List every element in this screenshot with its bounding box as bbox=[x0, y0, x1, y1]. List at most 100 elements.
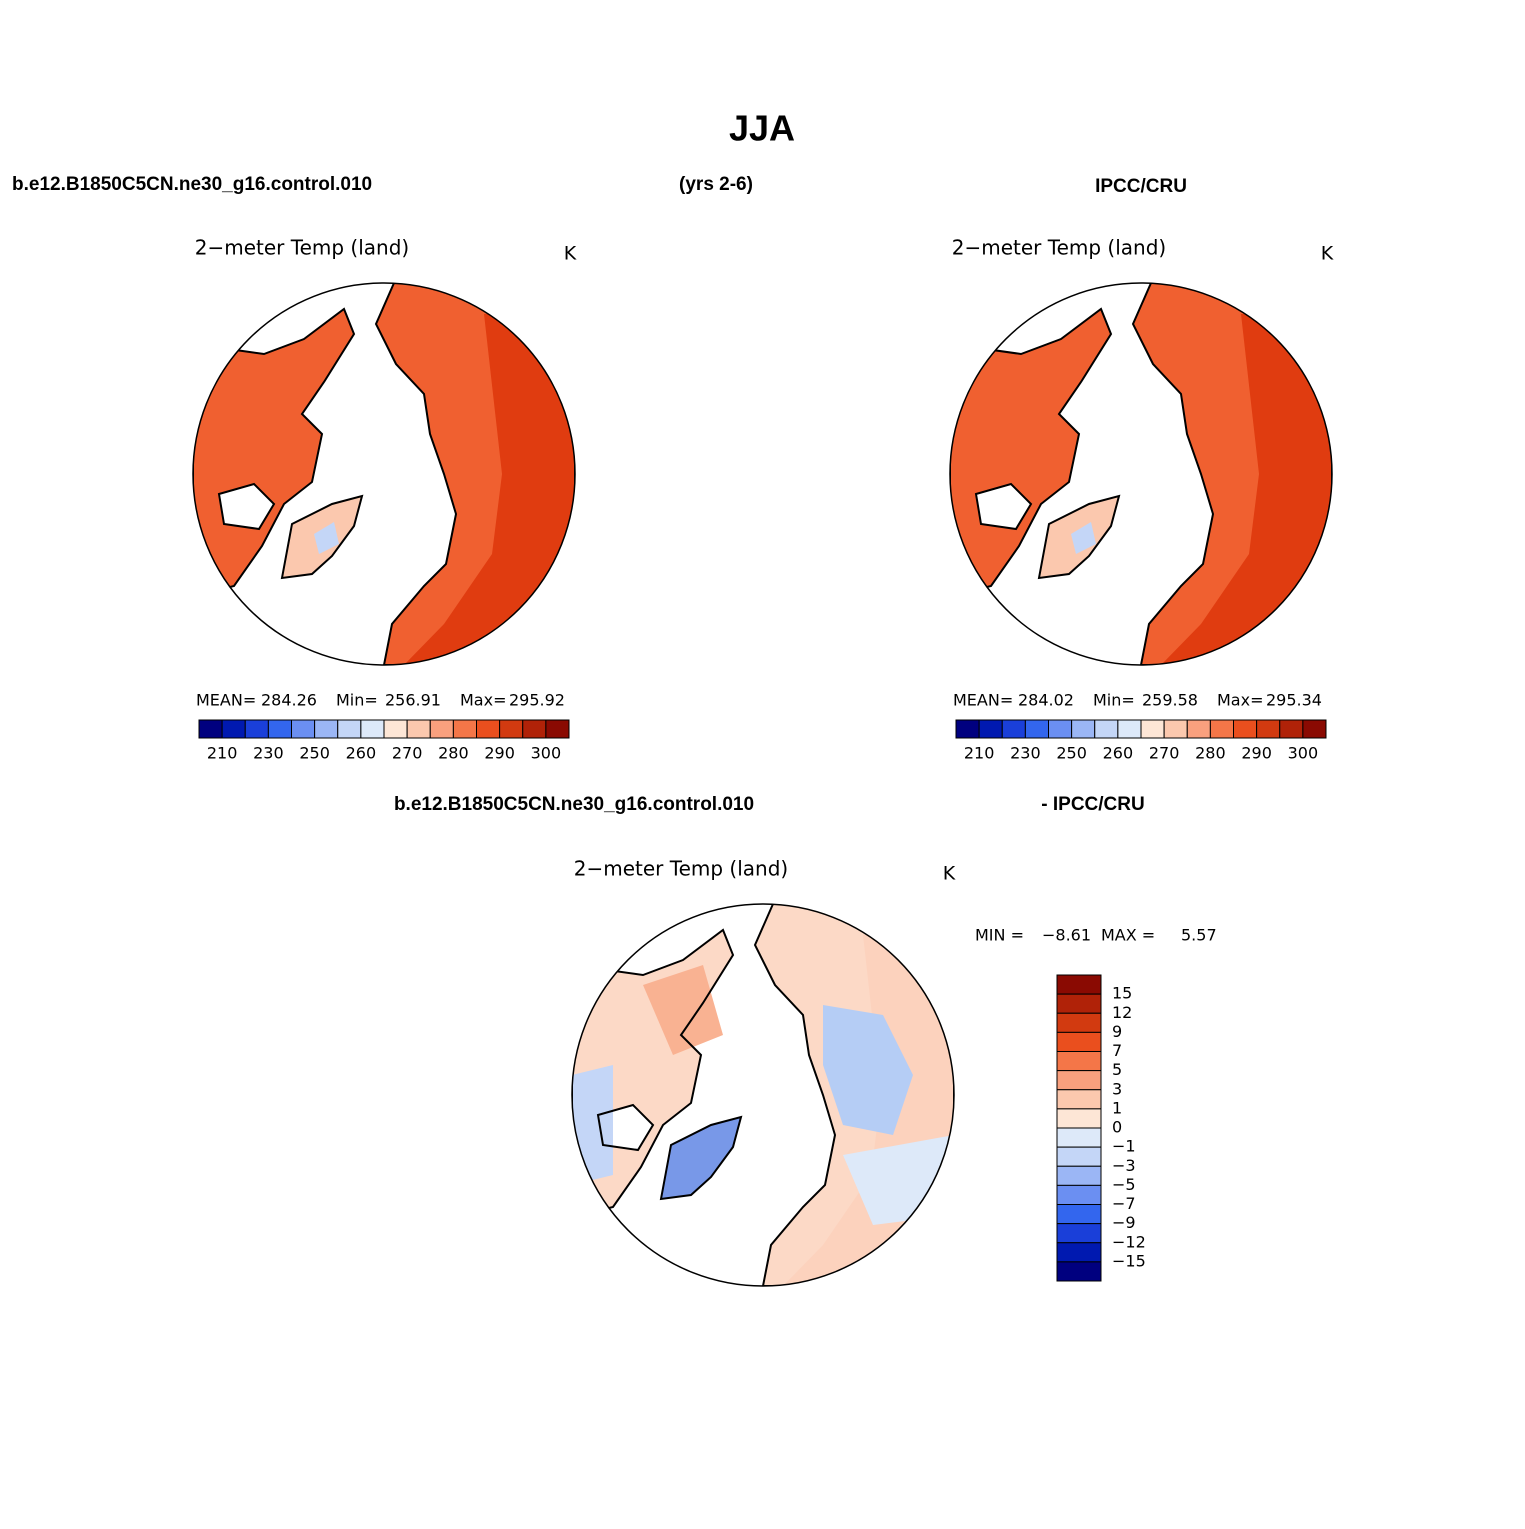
colorbar-box bbox=[429, 719, 454, 739]
colorbar-box bbox=[198, 719, 223, 739]
header-center: (yrs 2-6) bbox=[679, 174, 753, 195]
land-patch bbox=[1071, 522, 1096, 554]
colorbar-box bbox=[1056, 1070, 1102, 1091]
colorbar-label: 260 bbox=[1103, 744, 1134, 763]
header-left: b.e12.B1850C5CN.ne30_g16.control.010 bbox=[12, 174, 372, 195]
land-patch bbox=[572, 1065, 613, 1185]
colorbar-label: 12 bbox=[1112, 1003, 1132, 1022]
colorbar-box bbox=[978, 719, 1003, 739]
colorbar-label: 250 bbox=[1056, 744, 1087, 763]
stat-text: MEAN= bbox=[196, 691, 256, 710]
colorbar-box bbox=[291, 719, 316, 739]
colorbar-label: −9 bbox=[1112, 1213, 1136, 1232]
colorbar-label: 300 bbox=[531, 744, 562, 763]
diff-header-left: b.e12.B1850C5CN.ne30_g16.control.010 bbox=[394, 794, 754, 815]
colorbar-box bbox=[1056, 1165, 1102, 1186]
colorbar-label: 260 bbox=[346, 744, 377, 763]
colorbar-label: 230 bbox=[1010, 744, 1041, 763]
colorbar-box bbox=[1233, 719, 1258, 739]
stat-text: 284.02 bbox=[1018, 691, 1074, 710]
map-area bbox=[950, 283, 1332, 665]
units: K bbox=[564, 243, 577, 265]
colorbar-box bbox=[1279, 719, 1304, 739]
panel-title: 2−meter Temp (land) bbox=[952, 236, 1166, 260]
colorbar-box bbox=[452, 719, 477, 739]
map-border bbox=[571, 903, 955, 1287]
colorbar-box bbox=[1056, 1108, 1102, 1129]
colorbar-label: 210 bbox=[964, 744, 995, 763]
coastline bbox=[950, 307, 1113, 598]
units: K bbox=[943, 863, 956, 885]
colorbar-box bbox=[1024, 719, 1049, 739]
colorbar-box bbox=[1056, 1012, 1102, 1033]
colorbar-box bbox=[244, 719, 269, 739]
stat-text: MEAN= bbox=[953, 691, 1013, 710]
stat-text: 259.58 bbox=[1142, 691, 1198, 710]
colorbar-label: 280 bbox=[1195, 744, 1226, 763]
colorbar-box bbox=[1056, 1223, 1102, 1244]
colorbar-box bbox=[1056, 1127, 1102, 1148]
figure-title: JJA bbox=[729, 108, 795, 149]
colorbar-box bbox=[1209, 719, 1234, 739]
colorbar-label: 270 bbox=[392, 744, 423, 763]
colorbar-box bbox=[955, 719, 980, 739]
stat-text: Max= bbox=[460, 691, 506, 710]
land bbox=[404, 314, 575, 665]
colorbar-box bbox=[360, 719, 385, 739]
diff-header-right: - IPCC/CRU bbox=[1041, 794, 1144, 815]
colorbar-label: 270 bbox=[1149, 744, 1180, 763]
coastline bbox=[280, 494, 364, 580]
colorbar-box bbox=[1056, 1204, 1102, 1225]
colorbar-label: 290 bbox=[1241, 744, 1272, 763]
map-border bbox=[949, 282, 1333, 666]
colorbar-label: 9 bbox=[1112, 1022, 1122, 1041]
colorbar-label: 15 bbox=[1112, 984, 1132, 1003]
coastline bbox=[596, 1103, 655, 1152]
coastline bbox=[974, 482, 1033, 531]
water bbox=[219, 484, 274, 529]
map-area bbox=[572, 904, 954, 1286]
stat-text: MAX = bbox=[1101, 926, 1155, 945]
colorbar-box bbox=[1056, 1031, 1102, 1052]
colorbar-label: 300 bbox=[1288, 744, 1319, 763]
header-right: IPCC/CRU bbox=[1095, 176, 1187, 197]
colorbar-box bbox=[267, 719, 292, 739]
stat-text: 295.34 bbox=[1266, 691, 1322, 710]
stat-text: 5.57 bbox=[1181, 926, 1217, 945]
colorbar-box bbox=[545, 719, 570, 739]
colorbar-box bbox=[314, 719, 339, 739]
colorbar-label: −3 bbox=[1112, 1156, 1136, 1175]
coastline bbox=[1131, 283, 1332, 665]
coastline bbox=[374, 283, 575, 665]
colorbar-box bbox=[1302, 719, 1327, 739]
colorbar-box bbox=[1256, 719, 1281, 739]
colorbar-label: −7 bbox=[1112, 1194, 1136, 1213]
coastline bbox=[659, 1115, 743, 1201]
colorbar-box bbox=[337, 719, 362, 739]
colorbar-box bbox=[1056, 1146, 1102, 1167]
colorbar-box bbox=[1094, 719, 1119, 739]
colorbar-label: 280 bbox=[438, 744, 469, 763]
stat-text: 284.26 bbox=[261, 691, 317, 710]
land-patch bbox=[314, 522, 339, 554]
water bbox=[976, 484, 1031, 529]
stat-text: −8.61 bbox=[1042, 926, 1091, 945]
coastline bbox=[193, 307, 356, 598]
map-area bbox=[193, 283, 575, 665]
land-patch bbox=[643, 965, 723, 1055]
stat-text: MIN = bbox=[975, 926, 1024, 945]
colorbar-label: 250 bbox=[299, 744, 330, 763]
colorbar-box bbox=[1056, 993, 1102, 1014]
land bbox=[1161, 314, 1332, 665]
coastline bbox=[1037, 494, 1121, 580]
colorbar-box bbox=[1056, 1261, 1102, 1282]
stat-text: 256.91 bbox=[385, 691, 441, 710]
coastline bbox=[753, 904, 954, 1286]
colorbar-label: 0 bbox=[1112, 1118, 1122, 1137]
colorbar-box bbox=[1001, 719, 1026, 739]
polar-map bbox=[571, 903, 955, 1287]
stat-text: Min= bbox=[336, 691, 378, 710]
panel-title: 2−meter Temp (land) bbox=[195, 236, 409, 260]
stat-text: Min= bbox=[1093, 691, 1135, 710]
